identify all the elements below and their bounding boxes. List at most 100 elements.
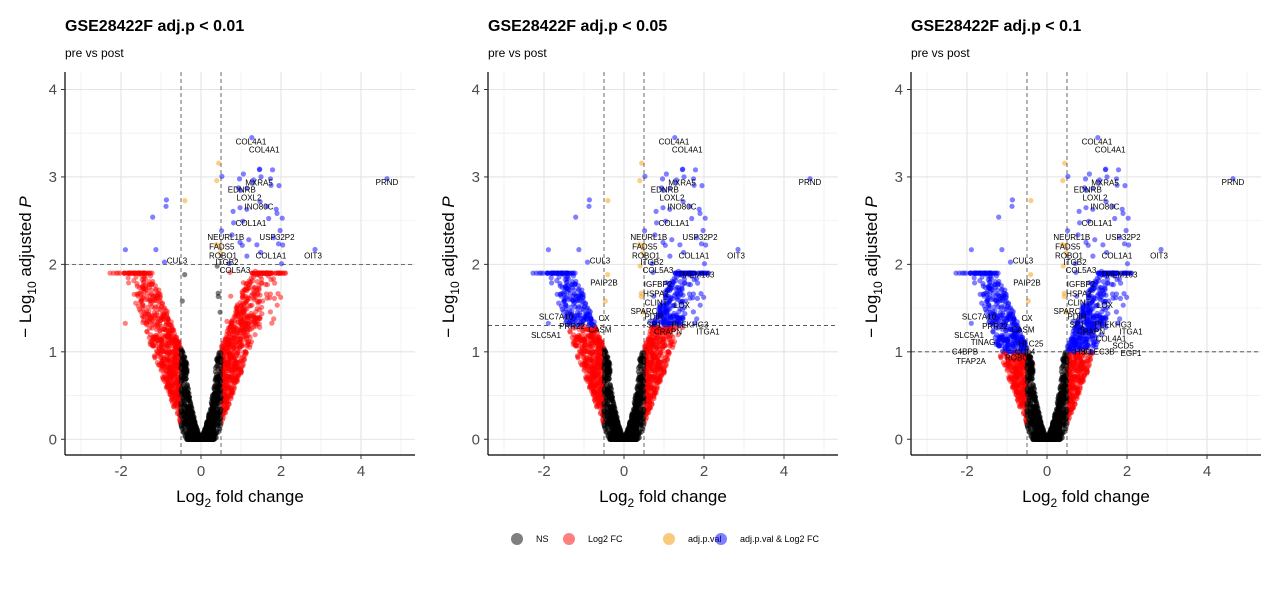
gene-point [662,354,669,361]
gene-point [594,363,600,369]
gene-point [269,320,275,326]
panel-2: GSE28422F adj.p < 0.05 pre vs post COL4A… [439,18,838,510]
gene-point [126,280,132,286]
gene-point [241,329,247,335]
gene-point [250,291,256,297]
gene-point [127,270,133,276]
gene-point [186,408,192,414]
gene-point [654,385,660,391]
gene-point [161,361,167,367]
gene-point [185,386,191,392]
x-tick-label: 4 [357,463,365,480]
gene-point [276,183,282,189]
panel-title: GSE28422F adj.p < 0.05 [488,18,667,35]
gene-point [153,247,159,253]
gene-point [252,285,258,291]
gene-point [248,339,255,345]
y-axis-title: − Log10 adjusted P [16,196,39,338]
gene-point [172,338,178,345]
gene-label: COL1A1 [236,219,267,228]
gene-point [221,340,227,346]
gene-point [649,401,655,407]
gene-point [243,350,249,356]
gene-label: COL5A3 [220,266,251,275]
gene-point [609,408,615,414]
gene-point [602,408,608,414]
gene-point [182,272,188,278]
gene-point [264,270,270,276]
gene-point [636,417,643,423]
gene-point [279,215,285,221]
x-tick-label: 2 [277,463,285,480]
gene-point [240,280,246,286]
gene-point [110,270,116,276]
gene-point [165,321,171,327]
gene-point [671,339,678,345]
gene-label: PRND [376,178,399,187]
gene-point [603,391,609,397]
gene-point [579,362,585,368]
gene-point [244,253,250,259]
gene-point [273,206,279,212]
gene-point [148,287,154,293]
gene-point [232,358,238,364]
gene-point [239,242,245,248]
gene-point [146,308,152,314]
gene-point [652,353,658,359]
gene-point [235,373,241,379]
gene-point [240,310,247,316]
gene-point [143,287,149,293]
gene-point [163,368,169,374]
gene-point [581,367,587,373]
gene-point [122,247,128,253]
gene-point [234,311,240,317]
gene-point [144,317,150,323]
gene-point [156,362,162,368]
gene-point [589,349,595,355]
gene-point [180,373,186,379]
panel-title: GSE28422F adj.p < 0.01 [65,18,244,35]
gene-point [236,176,243,182]
gene-point [259,280,265,286]
gene-point [252,332,258,338]
gene-point [231,385,237,391]
gene-point [644,340,650,346]
gene-point [263,281,269,287]
gene-point [157,336,163,342]
gene-point [122,320,128,326]
gene-point [156,291,162,297]
gene-point [184,367,190,374]
gene-point [216,160,222,166]
gene-point [214,410,220,416]
gene-point [165,363,171,369]
gene-point [633,429,639,435]
gene-point [231,362,238,368]
gene-point [269,167,276,173]
cutoff-lines [65,72,415,455]
gene-point [660,336,666,342]
gene-label: USP32P2 [259,233,295,242]
gene-point [139,301,146,307]
y-tick-label: 0 [49,431,57,448]
gene-point [588,363,594,369]
gene-label: FADS5 [209,243,235,252]
gene-point [652,366,658,372]
gene-point [141,276,147,282]
gene-point [254,242,260,248]
gene-point [228,322,234,328]
gene-point [258,276,265,282]
gene-point [164,326,170,332]
gene-point [266,215,272,222]
gene-label: INO80C [245,202,274,211]
gene-point [248,326,255,332]
gene-point [239,342,245,349]
gene-point [639,160,645,166]
gene-point [578,332,584,338]
gene-point [224,318,230,324]
gene-point [185,421,191,427]
gene-point [603,373,609,379]
gene-point [637,178,643,184]
gene-point [654,362,661,368]
gene-point [228,293,234,299]
gene-point [134,281,140,287]
